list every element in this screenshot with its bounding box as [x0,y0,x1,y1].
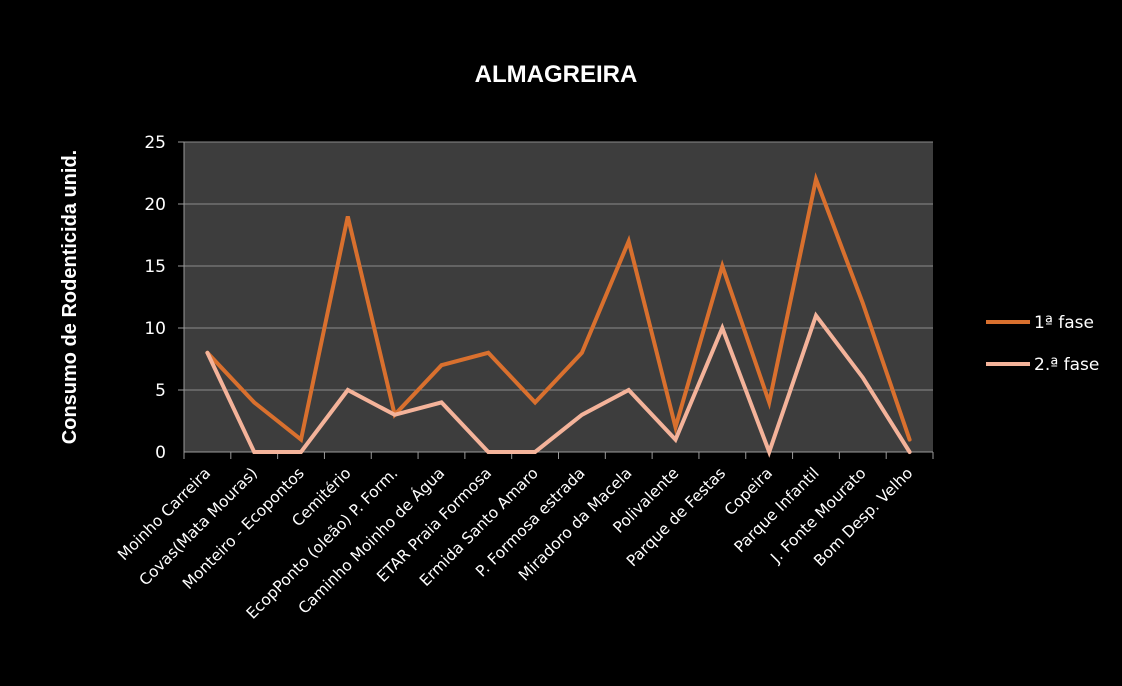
y-tick-label: 20 [144,195,166,215]
y-tick-label: 10 [144,319,166,339]
y-tick-labels: 0 5 10 15 20 25 [144,133,166,463]
series-lines [205,172,912,458]
legend-label: 2.ª fase [1034,355,1099,375]
y-axis-label: Consumo de Rodenticida unid. [59,150,81,444]
gridlines [184,141,933,391]
series-line-1 [205,172,912,444]
legend: 1ª fase 2.ª fase [986,313,1099,375]
chart-title: ALMAGREIRA [475,61,638,88]
y-tick-label: 15 [144,257,166,277]
series-line-2 [205,311,912,458]
y-tick-label: 25 [144,133,166,153]
y-tick-label: 0 [155,443,166,463]
y-tick-label: 5 [155,381,166,401]
legend-label: 1ª fase [1034,313,1094,333]
x-tick-label: Parque Infantil [731,464,823,556]
axes [178,141,934,459]
